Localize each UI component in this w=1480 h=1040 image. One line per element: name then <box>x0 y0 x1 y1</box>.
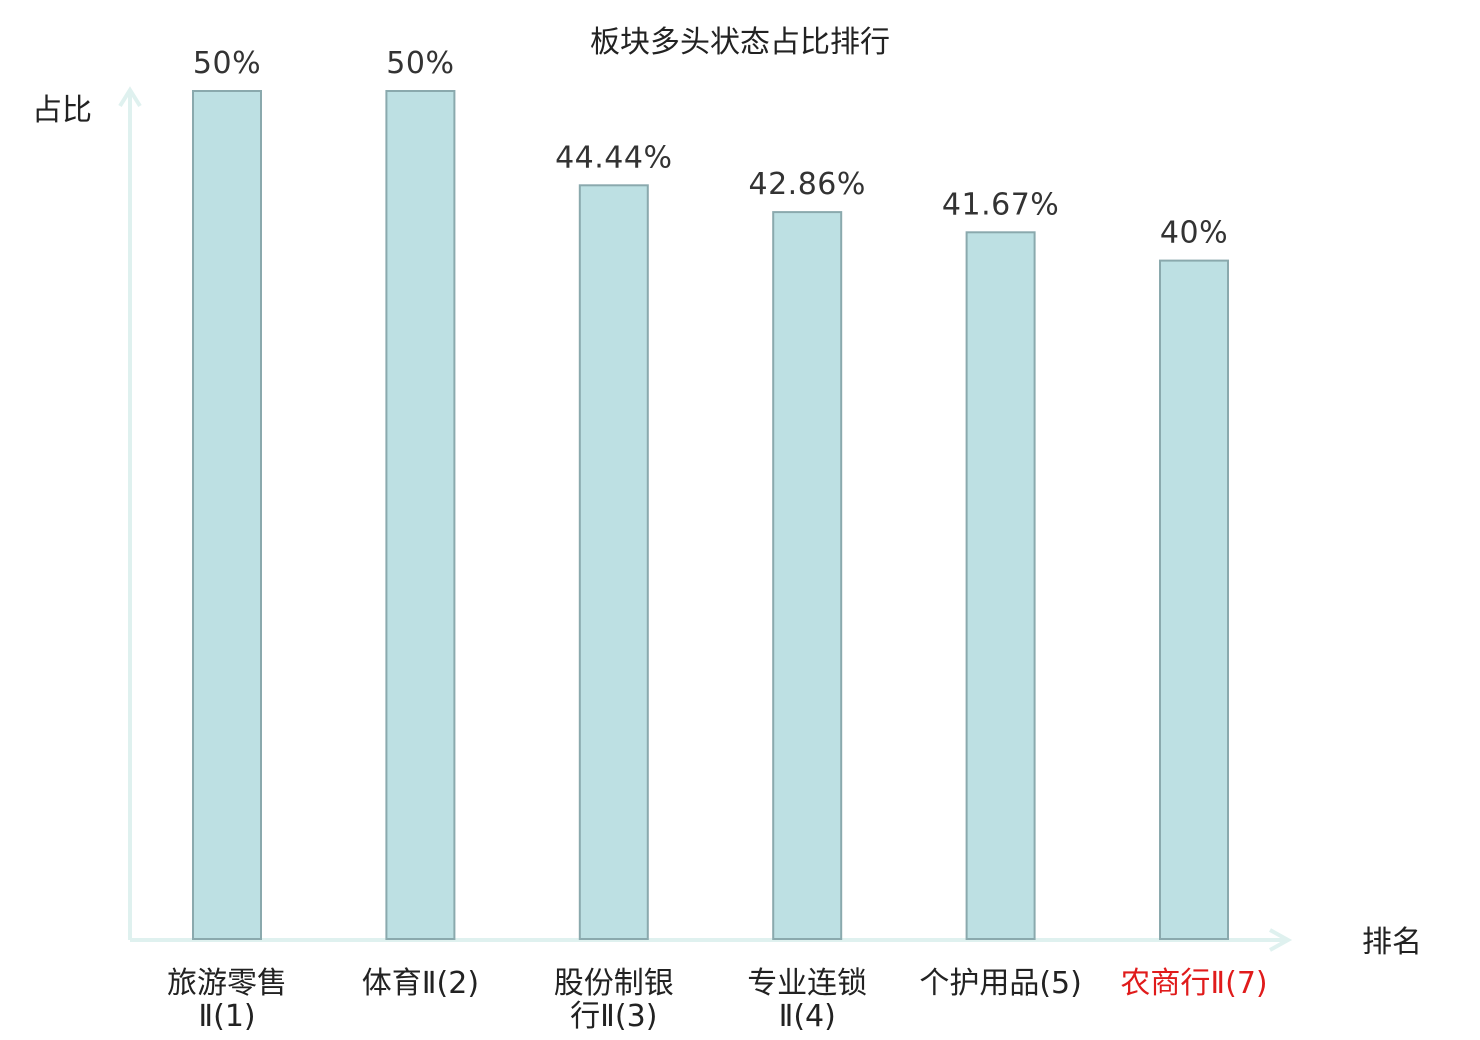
data-label: 44.44% <box>555 140 672 175</box>
axes <box>118 86 1293 952</box>
x-axis-label: 排名 <box>1362 925 1422 960</box>
y-axis-label: 占比 <box>32 93 92 128</box>
x-tick-label: Ⅱ(4) <box>779 999 836 1034</box>
x-tick-label: 体育Ⅱ(2) <box>362 966 479 1001</box>
x-tick-label: Ⅱ(1) <box>198 999 255 1034</box>
y-axis-arrow-icon <box>118 86 142 108</box>
data-label: 42.86% <box>749 167 866 202</box>
chart-title: 板块多头状态占比排行 <box>590 25 890 60</box>
x-tick-label: 旅游零售 <box>167 966 287 1001</box>
data-label: 50% <box>193 46 261 81</box>
x-tick-label: 农商行Ⅱ(7) <box>1120 966 1267 1001</box>
data-label: 50% <box>386 46 454 81</box>
x-tick-label: 股份制银 <box>554 966 674 1001</box>
data-label: 40% <box>1160 216 1228 251</box>
value-labels-group: 50% 50% 44.44% 42.86% 41.67% 40% <box>193 46 1228 251</box>
data-label: 41.67% <box>942 187 1059 222</box>
x-tick-label: 专业连锁 <box>747 966 867 1001</box>
bar <box>965 231 1036 941</box>
bar <box>385 90 456 940</box>
x-tick-label: 行Ⅱ(3) <box>570 999 657 1034</box>
x-axis-arrow-icon <box>1269 928 1293 952</box>
bar <box>578 184 649 941</box>
bar <box>1159 259 1229 941</box>
x-tick-label: 个护用品(5) <box>919 966 1082 1001</box>
bar <box>192 90 262 940</box>
bars-group <box>192 90 1229 941</box>
bar <box>772 211 843 941</box>
